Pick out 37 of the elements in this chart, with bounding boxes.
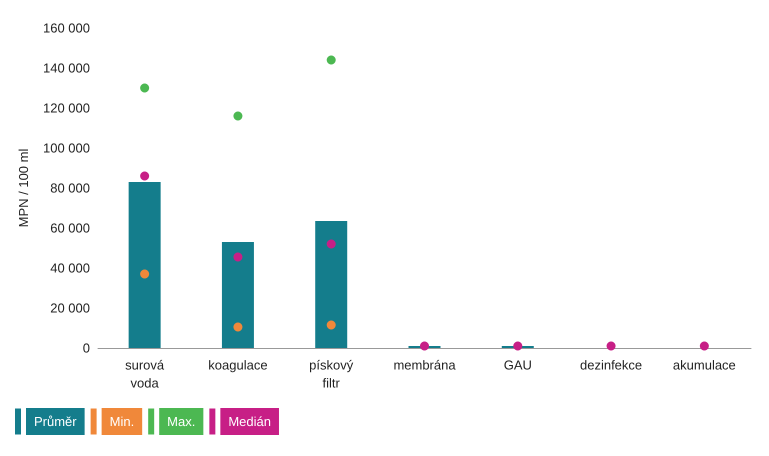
y-tick-label: 60 000 xyxy=(50,220,90,236)
bar xyxy=(222,242,254,348)
point xyxy=(140,270,150,278)
point xyxy=(233,252,242,262)
legend-label: Průměr xyxy=(34,414,78,429)
x-tick-label: surová voda xyxy=(125,358,165,390)
legend-label: Min. xyxy=(110,414,134,429)
point xyxy=(140,84,150,92)
point xyxy=(700,342,709,350)
y-axis-title: MPN / 100 ml xyxy=(16,148,31,228)
legend-label: Medián xyxy=(228,414,271,429)
y-tick-label: 100 000 xyxy=(43,140,90,156)
point xyxy=(420,342,429,350)
point xyxy=(233,322,242,332)
y-tick-label: 20 000 xyxy=(50,300,90,316)
y-tick-label: 120 000 xyxy=(43,100,90,116)
y-tick-label: 160 000 xyxy=(43,20,90,36)
point xyxy=(326,56,336,64)
x-tick-label: membrána xyxy=(393,358,456,372)
point xyxy=(326,240,336,248)
x-tick-label: akumulace xyxy=(672,358,736,372)
point xyxy=(140,172,150,180)
point xyxy=(606,342,616,350)
x-tick-label: koagulace xyxy=(208,358,268,372)
point xyxy=(233,112,242,120)
point xyxy=(326,320,336,330)
x-tick-label: dezinfekce xyxy=(580,358,642,372)
x-tick-label: pískový filtr xyxy=(309,358,354,390)
y-tick-label: 0 xyxy=(82,340,90,356)
y-tick-label: 140 000 xyxy=(43,60,90,76)
y-tick-label: 40 000 xyxy=(50,260,90,276)
point xyxy=(513,342,522,350)
bar xyxy=(315,221,348,348)
legend-label: Max. xyxy=(167,414,196,429)
bar xyxy=(128,182,161,348)
y-tick-label: 80 000 xyxy=(50,180,90,196)
x-tick-label: GAU xyxy=(504,358,532,372)
